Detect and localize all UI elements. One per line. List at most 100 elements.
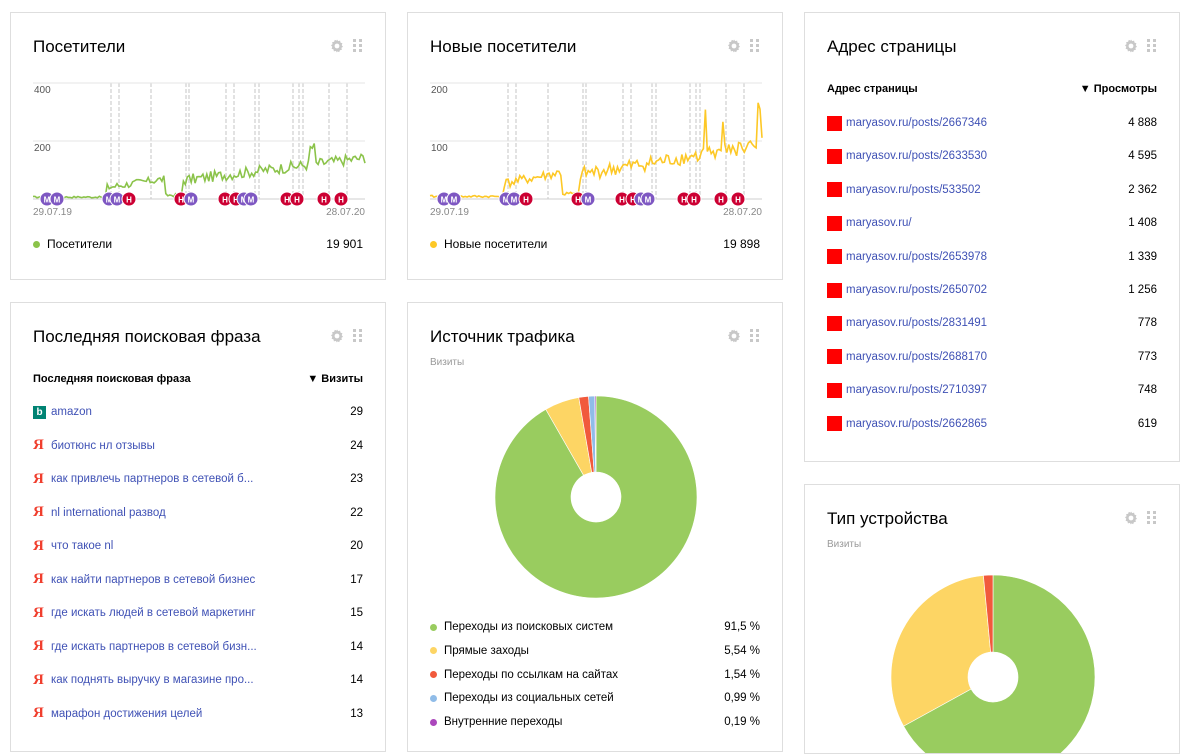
search-phrase-link[interactable]: как найти партнеров в сетевой бизнес: [51, 573, 256, 586]
search-phrase-link[interactable]: марафон достижения целей: [51, 707, 203, 720]
donut-slice[interactable]: [494, 395, 698, 599]
views-count: 1 408: [1128, 217, 1157, 230]
event-marker-label: Н: [338, 196, 344, 205]
new-visitors-series-line: [429, 102, 763, 199]
search-phrase-link[interactable]: что такое nl: [51, 540, 114, 552]
event-marker-h[interactable]: [713, 191, 729, 207]
legend-item[interactable]: Переходы из поисковых систем 91,5 %: [430, 617, 760, 637]
event-marker-h[interactable]: [518, 191, 534, 207]
visitors-series-line: [33, 143, 366, 199]
legend-dot: [430, 647, 437, 655]
donut-slice[interactable]: [594, 395, 597, 473]
event-marker-m[interactable]: [183, 191, 199, 207]
drag-handle-icon[interactable]: [1147, 39, 1157, 53]
event-marker-h[interactable]: [121, 191, 137, 207]
event-marker-h[interactable]: [289, 191, 305, 207]
event-marker-label: Н: [523, 196, 529, 205]
date-start-label: 29.07.19: [430, 207, 469, 218]
page-url-link[interactable]: maryasov.ru/posts/2831491: [846, 317, 988, 330]
drag-handle-icon[interactable]: [750, 329, 760, 343]
page-url-link[interactable]: maryasov.ru/: [846, 217, 912, 230]
gear-icon[interactable]: [1123, 510, 1139, 526]
page-url-link[interactable]: maryasov.ru/posts/2662865: [846, 417, 988, 430]
drag-handle-icon[interactable]: [1147, 511, 1157, 525]
table-header: Адрес страницы ▼ Просмотры: [827, 83, 1157, 95]
gear-icon[interactable]: [726, 328, 742, 344]
event-marker-h[interactable]: [730, 191, 746, 207]
drag-handle-icon[interactable]: [353, 39, 363, 53]
views-count: 1 339: [1128, 250, 1157, 263]
event-marker-m[interactable]: [640, 191, 656, 207]
gear-icon[interactable]: [329, 328, 345, 344]
gear-icon[interactable]: [726, 38, 742, 54]
search-phrase-link[interactable]: amazon: [51, 406, 92, 418]
yandex-icon: Я: [33, 504, 44, 520]
donut-slice[interactable]: [983, 574, 994, 653]
legend-value: 1,54 %: [724, 668, 760, 681]
favicon-icon: [827, 182, 842, 198]
column-header-visits[interactable]: ▼ Визиты: [307, 373, 363, 385]
legend-item[interactable]: Прямые заходы 5,54 %: [430, 641, 760, 661]
event-marker-m[interactable]: [580, 191, 596, 207]
search-phrase-link[interactable]: nl international развод: [51, 506, 166, 519]
views-count: 1 256: [1128, 284, 1157, 296]
column-header-page[interactable]: Адрес страницы: [827, 83, 918, 95]
table-row: maryasov.ru/posts/2650702 1 256: [827, 279, 1157, 301]
event-marker-label: Н: [718, 196, 724, 205]
traffic-source-card: Источник трафика Визиты Переходы из поис…: [407, 302, 783, 752]
search-phrase-link[interactable]: как поднять выручку в магазине про...: [51, 674, 254, 686]
page-url-link[interactable]: maryasov.ru/posts/2633530: [846, 150, 988, 163]
views-count: 4 595: [1128, 150, 1157, 163]
donut-slice[interactable]: [903, 574, 1096, 754]
visits-count: 29: [350, 406, 363, 418]
event-marker-h[interactable]: [686, 191, 702, 207]
legend-dot: [430, 240, 437, 248]
favicon-icon: [827, 215, 842, 231]
event-marker-label: Н: [222, 196, 228, 205]
page-url-link[interactable]: maryasov.ru/posts/2667346: [846, 117, 988, 129]
legend-item[interactable]: Переходы из социальных сетей 0,99 %: [430, 688, 760, 708]
drag-handle-icon[interactable]: [750, 39, 760, 53]
favicon-icon: [827, 416, 842, 432]
event-marker-label: Н: [619, 196, 625, 205]
page-url-link[interactable]: maryasov.ru/posts/2688170: [846, 350, 988, 363]
gear-icon[interactable]: [329, 38, 345, 54]
event-marker-m[interactable]: [49, 191, 65, 207]
legend-item[interactable]: Переходы по ссылкам на сайтах 1,54 %: [430, 665, 760, 685]
y-tick-label: 100: [431, 143, 448, 154]
event-marker-label: Н: [233, 196, 239, 205]
bing-icon: b: [33, 405, 46, 419]
page-url-link[interactable]: maryasov.ru/posts/533502: [846, 183, 981, 196]
search-phrase-link[interactable]: биотюнс нл отзывы: [51, 439, 155, 452]
event-marker-m[interactable]: [243, 191, 259, 207]
legend-label: Переходы по ссылкам на сайтах: [444, 668, 619, 681]
column-header-phrase[interactable]: Последняя поисковая фраза: [33, 373, 191, 385]
drag-handle-icon[interactable]: [353, 329, 363, 343]
page-url-link[interactable]: maryasov.ru/posts/2653978: [846, 250, 988, 263]
search-phrase-link[interactable]: как привлечь партнеров в сетевой б...: [51, 473, 254, 485]
legend-dot: [430, 694, 437, 702]
page-url-link[interactable]: maryasov.ru/posts/2650702: [846, 284, 988, 296]
new-visitors-title: Новые посетители: [430, 37, 577, 56]
page-url-link[interactable]: maryasov.ru/posts/2710397: [846, 384, 988, 397]
legend-item[interactable]: Внутренние переходы 0,19 %: [430, 712, 760, 732]
table-row: maryasov.ru/posts/2710397 748: [827, 379, 1157, 401]
device-type-card: Тип устройства Визиты: [804, 484, 1180, 754]
event-marker-label: Н: [321, 196, 327, 205]
date-end-label: 28.07.20: [723, 207, 762, 218]
event-marker-m[interactable]: [446, 191, 462, 207]
table-row: maryasov.ru/posts/2653978 1 339: [827, 246, 1157, 268]
column-header-views[interactable]: ▼ Просмотры: [1079, 83, 1157, 95]
event-marker-h[interactable]: [316, 191, 332, 207]
event-marker-h[interactable]: [333, 191, 349, 207]
yandex-icon: Я: [33, 705, 44, 721]
donut-slice[interactable]: [890, 575, 991, 727]
gear-icon[interactable]: [1123, 38, 1139, 54]
event-marker-label: Н: [575, 196, 581, 205]
search-phrase-link[interactable]: где искать людей в сетевой маркетинг: [51, 607, 256, 619]
table-row: b amazon 29: [33, 401, 363, 423]
table-row: maryasov.ru/posts/2831491 778: [827, 312, 1157, 334]
search-phrase-link[interactable]: где искать партнеров в сетевой бизн...: [51, 640, 257, 653]
page-address-title: Адрес страницы: [827, 37, 957, 56]
